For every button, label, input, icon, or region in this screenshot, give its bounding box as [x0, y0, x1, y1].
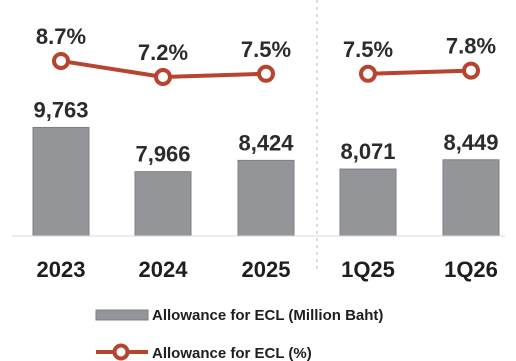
percent-label: 7.5% — [241, 37, 291, 62]
percent-label: 8.7% — [36, 24, 86, 49]
percent-label: 7.8% — [446, 34, 496, 59]
bar-value-label: 7,966 — [135, 142, 190, 167]
bar-value-label: 8,071 — [340, 139, 395, 164]
labels-layer: 9,763 2023 7,966 2024 8,424 2025 8,071 1Q25 8,44… — [33, 24, 498, 282]
bar-2023 — [32, 126, 90, 237]
legend: Allowance for ECL (Million Baht) Allowan… — [95, 307, 383, 361]
bar-value-label: 8,449 — [443, 130, 498, 155]
percent-label: 7.5% — [343, 37, 393, 62]
ecl-percent-point — [359, 64, 377, 83]
bar-value-label: 9,763 — [33, 97, 88, 122]
bars-layer — [32, 126, 500, 237]
legend-line-label: Allowance for ECL (%) — [152, 345, 312, 361]
bar-1Q26 — [442, 159, 500, 237]
category-label: 2025 — [242, 257, 291, 282]
bar-value-label: 8,424 — [238, 130, 294, 155]
category-label: 1Q26 — [444, 257, 498, 282]
ecl-percent-point — [52, 51, 70, 70]
category-label: 2024 — [139, 257, 189, 282]
legend-bar-swatch — [95, 309, 149, 321]
ecl-percent-line — [367, 68, 472, 76]
bar-2024 — [134, 171, 192, 237]
category-label: 2023 — [37, 257, 86, 282]
category-label: 1Q25 — [341, 257, 395, 282]
legend-line-marker — [112, 343, 130, 361]
line-layer — [52, 51, 480, 86]
ecl-percent-point — [462, 61, 480, 80]
ecl-percent-point — [257, 64, 275, 83]
legend-bar-label: Allowance for ECL (Million Baht) — [152, 307, 383, 324]
bar-1Q25 — [339, 168, 397, 237]
ecl-percent-point — [154, 68, 172, 86]
bar-2025 — [237, 159, 295, 237]
percent-label: 7.2% — [138, 40, 188, 65]
